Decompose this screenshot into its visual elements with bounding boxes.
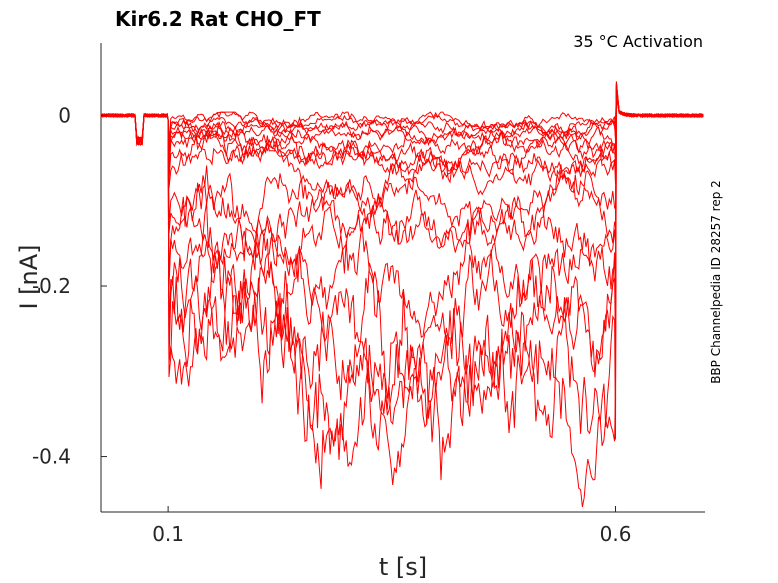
x-axis-label: t [s] bbox=[379, 553, 427, 581]
trace-line bbox=[100, 85, 704, 156]
trace-line bbox=[100, 84, 704, 151]
trace-line bbox=[100, 87, 704, 176]
side-note: BBP Channelpedia ID 28257 rep 2 bbox=[709, 180, 723, 384]
tick-group: 0.1 0.6 0 -0.2 -0.4 bbox=[32, 103, 631, 546]
chart-title: Kir6.2 Rat CHO_FT bbox=[115, 7, 321, 31]
y-axis-label: I [nA] bbox=[15, 244, 43, 309]
trace-line bbox=[101, 94, 704, 403]
x-tick-label: 0.6 bbox=[600, 522, 632, 546]
y-tick-label: -0.4 bbox=[32, 445, 71, 469]
trace-line bbox=[100, 90, 704, 238]
trace-line bbox=[100, 92, 704, 284]
trace-line bbox=[100, 86, 704, 165]
trace-line bbox=[100, 91, 704, 266]
trace-line bbox=[100, 96, 704, 507]
trace-line bbox=[100, 97, 704, 489]
trace-line bbox=[100, 82, 704, 144]
trace-line bbox=[100, 93, 704, 339]
trace-line bbox=[100, 81, 704, 143]
x-tick-label: 0.1 bbox=[152, 522, 184, 546]
y-tick-label: -0.2 bbox=[32, 274, 71, 298]
chart-subtitle: 35 °C Activation bbox=[573, 32, 703, 51]
trace-group bbox=[100, 81, 704, 507]
trace-line bbox=[100, 89, 704, 212]
trace-line bbox=[100, 88, 704, 186]
y-tick-label: 0 bbox=[58, 103, 71, 127]
